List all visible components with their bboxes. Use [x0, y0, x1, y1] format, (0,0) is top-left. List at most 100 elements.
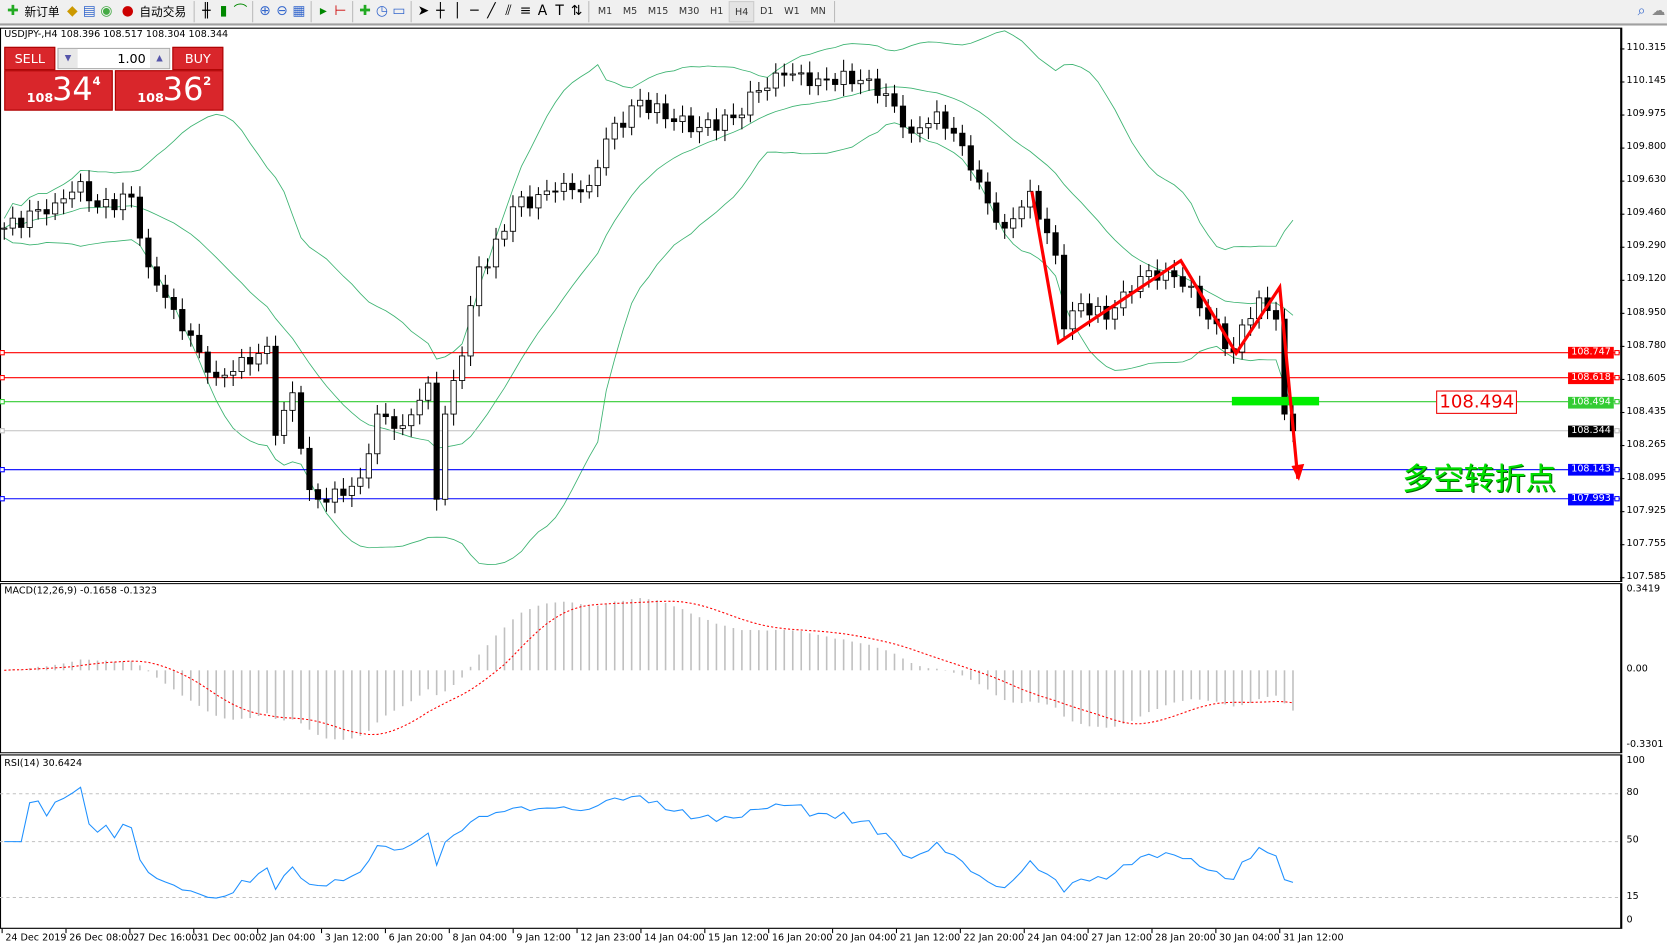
indicators-icon[interactable]: ✚: [359, 3, 371, 20]
lot-size-input[interactable]: 1.00: [117, 51, 146, 66]
text-icon[interactable]: A: [537, 3, 548, 20]
candle-body: [60, 198, 67, 204]
arrow-head-icon: [1291, 463, 1305, 481]
level-handle: [0, 496, 5, 502]
cursor-icon[interactable]: ➤: [417, 3, 430, 20]
timeframe-m30[interactable]: M30: [678, 6, 700, 18]
new-order-button[interactable]: ✚ 新订单: [0, 0, 64, 23]
price-axis-label: 108.435: [1626, 406, 1667, 417]
candle-body: [637, 99, 644, 107]
time-axis-label: 20 Jan 04:00: [835, 933, 897, 944]
candle-body: [687, 115, 695, 133]
annotation-text[interactable]: 多空转折点: [1402, 460, 1557, 497]
candle-body: [85, 181, 93, 202]
timeframe-mn[interactable]: MN: [810, 6, 826, 18]
price-axis-label: 108.095: [1626, 472, 1667, 483]
support-zone-rectangle: [1231, 396, 1320, 406]
price-axis-label: 108.780: [1626, 340, 1667, 351]
candlestick-icon[interactable]: ▮: [219, 3, 228, 20]
arrows-icon[interactable]: ⇅: [570, 3, 583, 20]
equidistant-channel-icon[interactable]: ⫽: [505, 3, 512, 20]
candle-body: [721, 114, 729, 131]
bar-chart-icon[interactable]: ╫: [202, 3, 211, 20]
rsi-axis-label: 100: [1626, 755, 1645, 767]
candle-body: [136, 196, 143, 239]
signals-icon[interactable]: ◉: [100, 3, 113, 20]
buy-price-fraction: 2: [203, 74, 212, 89]
candle-body: [654, 103, 661, 114]
decrease-lot-icon[interactable]: ▼: [58, 48, 78, 69]
candle-body: [789, 73, 796, 76]
trendline-icon[interactable]: ╱: [487, 3, 496, 20]
increase-lot-icon[interactable]: ▲: [149, 48, 170, 69]
sell-price[interactable]: 108 34 4: [4, 70, 113, 111]
zoom-in-icon[interactable]: ⊕: [259, 3, 271, 20]
candle-body: [1018, 206, 1025, 220]
crosshair-icon[interactable]: ┼: [436, 3, 445, 20]
bollinger-middle: [4, 86, 1294, 449]
separator: [588, 1, 590, 23]
candle-body: [552, 190, 559, 193]
timeframe-m5[interactable]: M5: [622, 6, 638, 18]
zoom-out-icon[interactable]: ⊖: [276, 3, 288, 20]
chart-shift-icon[interactable]: ⊢: [334, 3, 347, 20]
price-label-box[interactable]: 108.494: [1436, 390, 1518, 414]
lot-size-stepper[interactable]: ▼ 1.00 ▲: [57, 47, 171, 70]
vertical-line-icon[interactable]: │: [453, 3, 462, 20]
buy-price[interactable]: 108 36 2: [114, 70, 224, 111]
auto-trading-label: 自动交易: [139, 5, 187, 20]
candle-body: [1069, 310, 1076, 330]
candle-body: [52, 202, 59, 215]
periods-icon[interactable]: ◷: [375, 3, 388, 20]
market-watch-icon[interactable]: ◆: [67, 3, 78, 20]
toolbar: ✚ 新订单 ◆ ▤ ◉ ● 自动交易 ╫ ▮ ⌒ ⊕ ⊖ ▦ ▸ ⊢ ✚ ◷ ▭ ➤…: [0, 0, 1667, 26]
candle-body: [704, 119, 712, 128]
timeframe-h4[interactable]: H4: [728, 1, 755, 23]
buy-button[interactable]: BUY: [172, 46, 224, 71]
separator: [310, 1, 312, 23]
timeframe-h1[interactable]: H1: [710, 6, 724, 18]
price-axis-label: 108.265: [1626, 439, 1667, 450]
separator: [193, 1, 195, 23]
buy-price-big: 108: [137, 90, 164, 106]
search-icon[interactable]: ⌕: [1637, 3, 1646, 20]
candle-body: [145, 237, 152, 268]
candle-body: [475, 266, 483, 307]
candle-body: [772, 72, 779, 89]
fibonacci-icon[interactable]: ≡: [519, 3, 532, 20]
timeframe-d1[interactable]: D1: [760, 6, 774, 18]
text-label-icon[interactable]: T: [555, 3, 564, 20]
candle-body: [272, 345, 279, 436]
macd-signal-line: [4, 600, 1294, 736]
sell-button[interactable]: SELL: [4, 46, 56, 71]
candle-body: [382, 413, 389, 418]
candle-body: [1086, 303, 1093, 316]
candle-body: [874, 78, 881, 96]
autoscroll-icon[interactable]: ▸: [319, 3, 327, 20]
macd-pane[interactable]: [0, 583, 1623, 754]
price-axis-label: 107.585: [1626, 571, 1667, 583]
main-chart-pane[interactable]: [0, 27, 1623, 583]
price-level-tag: 108.618: [1568, 372, 1614, 385]
navigator-icon[interactable]: ▤: [82, 3, 96, 20]
candle-body: [882, 93, 890, 96]
separator: [352, 1, 354, 23]
tile-windows-icon[interactable]: ▦: [292, 3, 306, 20]
horizontal-line-icon[interactable]: ─: [470, 3, 479, 20]
candle-body: [18, 217, 25, 228]
line-chart-icon[interactable]: ⌒: [233, 3, 248, 20]
chat-icon[interactable]: ☁: [1651, 3, 1666, 20]
timeframe-m15[interactable]: M15: [647, 6, 669, 18]
timeframe-m1[interactable]: M1: [597, 6, 613, 18]
candle-body: [781, 72, 788, 76]
sell-price-pips: 34: [52, 71, 93, 109]
auto-trading-button[interactable]: ● 自动交易: [115, 0, 191, 23]
timeframe-w1[interactable]: W1: [784, 6, 800, 18]
candle-body: [815, 78, 822, 87]
level-handle: [1614, 496, 1620, 502]
templates-icon[interactable]: ▭: [392, 3, 406, 20]
macd-label: MACD(12,26,9) -0.1658 -0.1323: [4, 586, 157, 597]
candle-body: [348, 485, 355, 496]
